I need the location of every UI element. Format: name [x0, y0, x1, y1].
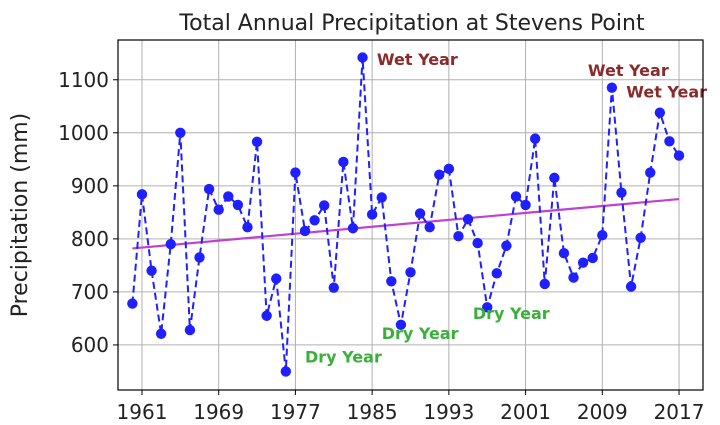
data-point: [405, 267, 416, 278]
data-point: [194, 252, 205, 263]
tick-labels: 1961 1969 1977 1985 1993 2001 2009 2017 600 700 80…: [58, 68, 704, 424]
data-point: [424, 221, 435, 233]
x-tick-label: 1985: [347, 400, 398, 424]
data-point: [529, 133, 541, 144]
data-point: [664, 136, 675, 147]
y-tick-label: 900: [71, 174, 109, 198]
data-point: [597, 229, 608, 241]
data-point: [242, 221, 253, 233]
data-point: [309, 215, 320, 226]
data-point: [645, 167, 656, 178]
x-tick-label: 2017: [654, 400, 705, 424]
y-axis-label: Precipitation (mm): [8, 113, 33, 318]
data-point: [127, 298, 138, 309]
data-point: [328, 282, 339, 293]
data-point: [357, 52, 368, 63]
data-point: [577, 257, 589, 268]
data-point: [146, 265, 157, 276]
data-point: [549, 172, 560, 184]
y-tick-label: 700: [71, 280, 109, 304]
data-point: [155, 328, 167, 339]
data-point: [616, 187, 627, 198]
data-point: [587, 252, 598, 264]
series-line: [131, 57, 680, 372]
data-point: [453, 231, 464, 242]
data-point: [386, 276, 397, 287]
x-tick-label: 2001: [500, 400, 551, 424]
data-point: [271, 273, 282, 284]
data-point: [299, 225, 311, 237]
x-tick-label: 1993: [423, 400, 474, 424]
data-point: [338, 156, 349, 168]
data-point: [520, 199, 531, 211]
data-point: [280, 366, 292, 377]
x-tick-label: 1977: [270, 400, 321, 424]
wet-year-annotation: Wet Year: [588, 61, 669, 80]
data-point: [625, 281, 637, 292]
data-point: [165, 238, 176, 250]
data-point: [501, 240, 512, 251]
data-point: [175, 127, 186, 139]
data-point: [472, 237, 483, 249]
data-point: [510, 191, 522, 202]
series-layer: [127, 52, 685, 377]
data-point: [203, 183, 215, 195]
data-point: [443, 163, 455, 175]
data-point: [184, 324, 196, 336]
data-point: [290, 167, 301, 178]
data-point: [673, 150, 685, 161]
x-tick-label: 1961: [117, 400, 168, 424]
x-tick-label: 1969: [193, 400, 244, 424]
data-point: [558, 247, 570, 259]
data-point: [462, 214, 474, 225]
data-point: [491, 268, 503, 279]
data-point: [434, 169, 445, 180]
data-point: [261, 310, 272, 321]
data-point: [232, 199, 244, 211]
dry-year-annotation: Dry Year: [382, 324, 459, 343]
data-point: [654, 107, 666, 118]
y-tick-label: 1100: [58, 68, 109, 92]
trend-line: [132, 197, 680, 250]
y-tick-label: 800: [71, 227, 109, 251]
dry-year-annotation: Dry Year: [305, 347, 382, 366]
wet-year-annotation: Wet Year: [626, 82, 707, 101]
trend-layer: [132, 197, 680, 250]
plot-frame: [117, 39, 704, 391]
data-point: [376, 192, 387, 203]
data-point: [539, 278, 550, 290]
data-point: [251, 136, 263, 148]
wet-year-annotation: Wet Year: [377, 50, 458, 69]
data-point: [606, 82, 618, 93]
data-point: [414, 208, 426, 219]
data-point: [213, 204, 224, 215]
data-point: [347, 223, 359, 234]
y-tick-label: 1000: [58, 121, 109, 145]
data-point: [223, 191, 234, 202]
data-point: [318, 200, 330, 211]
data-point: [366, 209, 378, 220]
data-point: [635, 232, 646, 244]
data-point: [568, 272, 579, 283]
data-point: [482, 302, 493, 313]
chart-title: Total Annual Precipitation at Stevens Po…: [178, 11, 645, 36]
data-point: [136, 189, 148, 200]
grid-lines: [118, 40, 703, 390]
y-tick-label: 600: [71, 333, 109, 357]
data-point: [395, 319, 407, 330]
dry-year-annotation: Dry Year: [473, 304, 550, 323]
x-tick-label: 2009: [577, 400, 628, 424]
